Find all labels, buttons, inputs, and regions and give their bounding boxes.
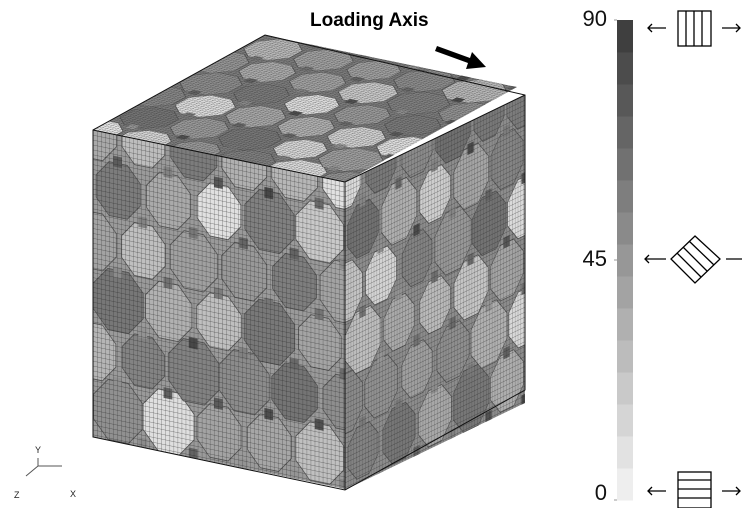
triad-y: Y <box>35 445 41 455</box>
colorbar-band <box>617 84 633 117</box>
colorbar-band <box>617 372 633 405</box>
colorbar-band <box>617 436 633 469</box>
triad-x: X <box>70 489 76 499</box>
grain <box>526 105 559 178</box>
colorbar-tick-label: 45 <box>583 246 607 271</box>
grain <box>526 326 561 402</box>
loading-arrow <box>435 46 486 69</box>
triad-z: Z <box>14 490 20 500</box>
colorbar-band <box>617 404 633 437</box>
colorbar-band <box>617 276 633 309</box>
colorbar-band <box>617 308 633 341</box>
colorbar-band <box>617 212 633 245</box>
loading-axis-label: Loading Axis <box>310 10 429 31</box>
figure: Loading Axis Y Z X 90 45 0 <box>0 0 746 508</box>
colorbar-band <box>617 52 633 85</box>
orientation-icons <box>645 11 742 508</box>
colorbar-band <box>617 148 633 181</box>
colorbar-band <box>617 20 633 53</box>
colorbar-tick-label: 0 <box>595 480 607 505</box>
colorbar-tick-label: 90 <box>583 6 607 31</box>
grain <box>525 213 561 293</box>
colorbar-band <box>617 180 633 213</box>
colorbar-band <box>617 340 633 373</box>
colorbar-band <box>617 116 633 149</box>
colorbar: 90 45 0 <box>583 6 633 505</box>
mesh <box>93 130 345 489</box>
colorbar-band <box>617 468 633 501</box>
colorbar-band <box>617 244 633 277</box>
axis-triad <box>26 458 62 476</box>
